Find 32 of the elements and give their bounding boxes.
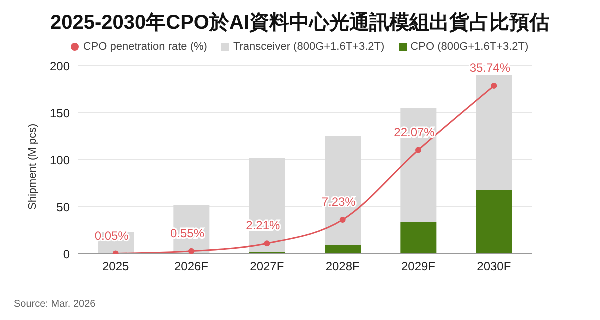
x-tick-label: 2028F	[326, 260, 360, 274]
source-note: Source: Mar. 2026	[14, 299, 96, 310]
point	[340, 217, 346, 224]
legend-label: Transceiver (800G+1.6T+3.2T)	[232, 41, 385, 53]
y-axis-title: Shipment (M pcs)	[26, 124, 39, 210]
data-label: 0.55%	[170, 226, 205, 240]
x-tick-label: 2027F	[250, 260, 284, 274]
data-label: 7.23%	[322, 195, 356, 210]
x-tick-label: 2029F	[401, 260, 436, 274]
point	[188, 248, 194, 254]
chart-title: 2025-2030年CPO於AI資料中心光通訊模組出貨占比預估	[50, 10, 550, 36]
bar	[476, 75, 512, 190]
y-tick-label: 0	[63, 247, 70, 262]
bar	[476, 190, 512, 254]
point	[416, 147, 422, 154]
bar	[325, 246, 361, 254]
legend-label: CPO penetration rate (%)	[82, 41, 208, 53]
x-tick-label: 2025	[102, 260, 130, 274]
x-tick-label: 2026F	[174, 260, 209, 274]
legend-label: CPO (800G+1.6T+3.2T)	[410, 41, 529, 53]
data-label: 0.05%	[94, 228, 130, 243]
x-tick-label: 2030F	[477, 260, 512, 274]
y-tick-label: 150	[50, 106, 70, 120]
data-label: 35.74%	[470, 61, 511, 76]
point	[264, 240, 270, 247]
bar	[400, 222, 437, 254]
y-tick-label: 50	[56, 200, 70, 214]
data-label: 2.21%	[246, 218, 281, 233]
y-tick-label: 200	[50, 59, 70, 74]
y-tick-label: 100	[50, 153, 70, 168]
point	[491, 83, 498, 90]
data-label: 22.07%	[394, 125, 436, 140]
